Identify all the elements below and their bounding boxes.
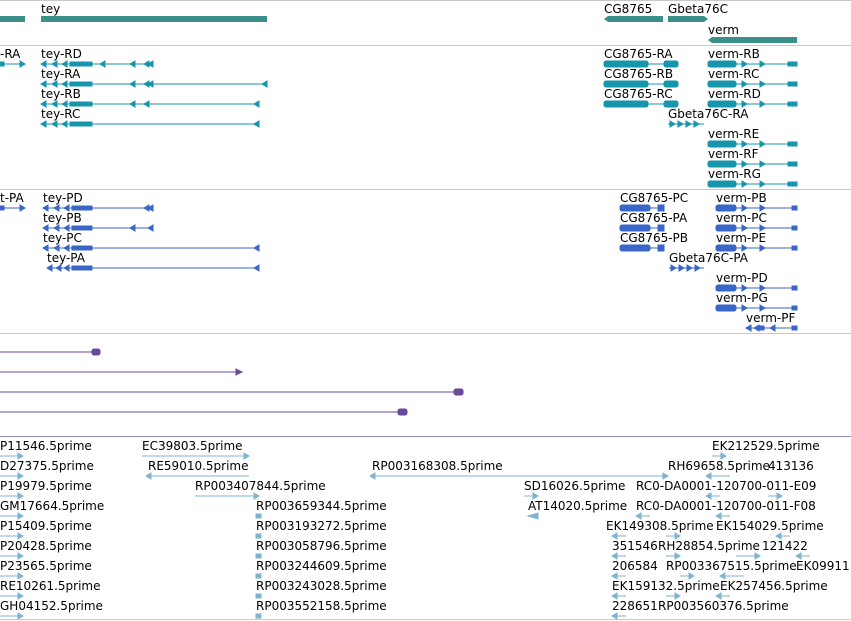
transcript-label[interactable]: CG8765-RB	[604, 67, 674, 81]
est-label[interactable]: EK159132.5prime	[612, 579, 720, 593]
transcript-label[interactable]: verm-RE	[708, 127, 760, 141]
gene-bar[interactable]	[0, 16, 25, 22]
transcript-label[interactable]: tey-RC	[41, 107, 81, 121]
est-label[interactable]: RP003243028.5prime	[256, 579, 387, 593]
est-label[interactable]: RH28854.5prime	[658, 539, 760, 553]
transcript-label[interactable]: verm-RG	[708, 167, 761, 181]
est-track	[0, 452, 810, 620]
transcript-label[interactable]: verm-RC	[708, 67, 760, 81]
gene-bar[interactable]	[604, 16, 663, 22]
est-label[interactable]: EK257456.5prime	[720, 579, 828, 593]
gene-label[interactable]: verm	[708, 23, 739, 37]
protein-label[interactable]: tey-PD	[43, 191, 83, 205]
est-label[interactable]: EK09911	[796, 559, 850, 573]
protein-label[interactable]: CG8765-PA	[620, 211, 688, 225]
alignment-track	[0, 348, 464, 416]
gene-bar[interactable]	[41, 16, 267, 22]
track-divider	[0, 0, 851, 1]
transcript-label[interactable]: verm-RD	[708, 87, 761, 101]
est-label[interactable]: EK149308.5prime	[606, 519, 714, 533]
protein-label[interactable]: verm-PE	[716, 231, 767, 245]
protein-label[interactable]: CG8765-PC	[620, 191, 689, 205]
protein-track	[0, 204, 798, 332]
transcript-label[interactable]: tey-RD	[41, 47, 82, 61]
est-label[interactable]: P11546.5prime	[0, 439, 92, 453]
est-label[interactable]: RP003367515.5prime	[666, 559, 797, 573]
transcript-track	[0, 60, 798, 188]
est-label[interactable]: P20428.5prime	[0, 539, 92, 553]
est-label[interactable]: RP003193272.5prime	[256, 519, 387, 533]
gene-bar[interactable]	[708, 37, 797, 43]
est-label[interactable]: P23565.5prime	[0, 559, 92, 573]
protein-label[interactable]: verm-PC	[716, 211, 767, 225]
est-label[interactable]: RH69658.5prime	[668, 459, 770, 473]
protein-label[interactable]: CG8765-PB	[620, 231, 689, 245]
track-divider	[0, 45, 851, 46]
est-label[interactable]: RP003058796.5prime	[256, 539, 387, 553]
protein-label[interactable]: verm-PG	[716, 291, 768, 305]
est-label[interactable]: 121422	[762, 539, 808, 553]
est-label[interactable]: P19979.5prime	[0, 479, 92, 493]
est-label[interactable]: RE10261.5prime	[0, 579, 101, 593]
transcript-label[interactable]: tey-RA	[41, 67, 81, 81]
est-label[interactable]: 351546	[612, 539, 658, 553]
protein-label[interactable]: verm-PB	[716, 191, 767, 205]
est-label[interactable]: RP003407844.5prime	[195, 479, 326, 493]
protein-label[interactable]: verm-PD	[716, 271, 768, 285]
track-divider	[0, 189, 851, 190]
est-label[interactable]: EC39803.5prime	[142, 439, 243, 453]
est-label[interactable]: RC0-DA0001-120700-011-E09	[636, 479, 817, 493]
est-label[interactable]: RP003560376.5prime	[658, 599, 789, 613]
transcript-label[interactable]: CG8765-RC	[604, 87, 673, 101]
track-divider	[0, 333, 851, 334]
est-label[interactable]: EK154029.5prime	[716, 519, 824, 533]
est-label[interactable]: RP003552158.5prime	[256, 599, 387, 613]
est-label[interactable]: RP003659344.5prime	[256, 499, 387, 513]
gene-label[interactable]: Gbeta76C	[668, 2, 729, 16]
track-divider	[0, 619, 851, 620]
est-label[interactable]: GM17664.5prime	[0, 499, 105, 513]
est-label[interactable]: EK212529.5prime	[712, 439, 820, 453]
protein-label[interactable]: verm-PF	[746, 311, 796, 325]
est-label[interactable]: AT14020.5prime	[528, 499, 628, 513]
protein-label[interactable]: tey-PC	[43, 231, 82, 245]
est-label[interactable]: RC0-DA0001-120700-011-F08	[636, 499, 816, 513]
transcript-label[interactable]: -RA	[0, 47, 21, 61]
gene-bar[interactable]	[668, 16, 708, 22]
est-label[interactable]: SD16026.5prime	[524, 479, 626, 493]
transcript-label[interactable]: CG8765-RA	[604, 47, 673, 61]
protein-label[interactable]: tey-PB	[43, 211, 82, 225]
est-label[interactable]: RE59010.5prime	[148, 459, 249, 473]
protein-label[interactable]: tey-PA	[47, 251, 85, 265]
gene-track	[0, 16, 797, 43]
transcript-label[interactable]: verm-RF	[708, 147, 759, 161]
gene-label[interactable]: tey	[41, 2, 61, 16]
protein-label[interactable]: Gbeta76C-PA	[669, 251, 749, 265]
est-label[interactable]: GH04152.5prime	[0, 599, 103, 613]
est-label[interactable]: 413136	[768, 459, 814, 473]
gene-label[interactable]: CG8765	[604, 2, 653, 16]
est-label[interactable]: RP003244609.5prime	[256, 559, 387, 573]
est-label[interactable]: 228651	[612, 599, 658, 613]
est-label[interactable]: D27375.5prime	[0, 459, 94, 473]
transcript-label[interactable]: Gbeta76C-RA	[668, 107, 749, 121]
est-label[interactable]: 206584	[612, 559, 658, 573]
protein-label[interactable]: t-PA	[0, 191, 24, 205]
track-divider	[0, 436, 851, 437]
transcript-label[interactable]: tey-RB	[41, 87, 81, 101]
est-label[interactable]: RP003168308.5prime	[372, 459, 503, 473]
transcript-label[interactable]: verm-RB	[708, 47, 760, 61]
est-label[interactable]: P15409.5prime	[0, 519, 92, 533]
